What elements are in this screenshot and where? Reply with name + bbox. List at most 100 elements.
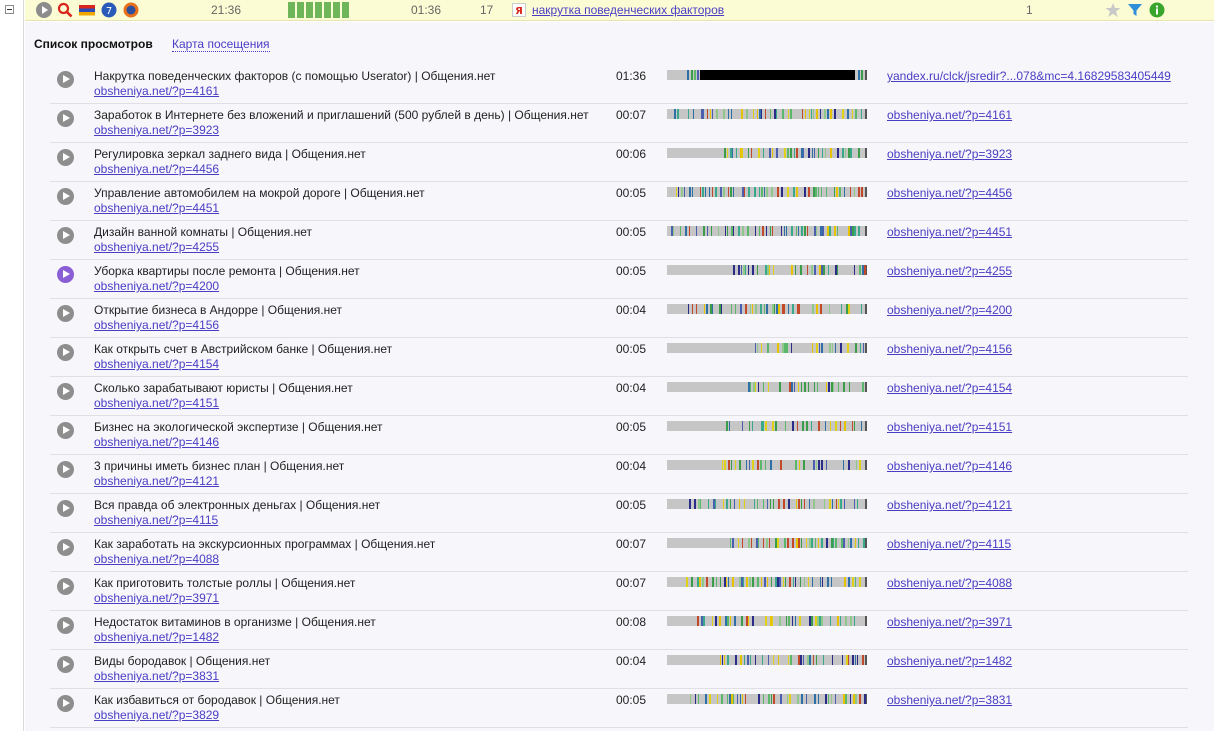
activity-mark — [854, 226, 856, 236]
referrer-link[interactable]: obsheniya.net/?p=4200 — [887, 303, 1013, 317]
page-url-link[interactable]: obsheniya.net/?p=4115 — [94, 513, 219, 527]
page-title: Уборка квартиры после ремонта | Общения.… — [94, 264, 360, 278]
activity-mark — [750, 382, 751, 392]
referrer-link[interactable]: obsheniya.net/?p=4154 — [887, 381, 1013, 395]
play-view-icon[interactable] — [57, 71, 74, 88]
activity-mark — [704, 304, 705, 314]
referrer-link[interactable]: obsheniya.net/?p=4161 — [887, 108, 1013, 122]
info-icon[interactable] — [1149, 2, 1165, 18]
activity-mark — [730, 148, 732, 158]
activity-mark — [772, 421, 774, 431]
tab-visit-map[interactable]: Карта посещения — [172, 37, 270, 52]
referrer-link[interactable]: obsheniya.net/?p=1482 — [887, 654, 1013, 668]
page-title: Регулировка зеркал заднего вида | Общени… — [94, 147, 366, 161]
referrer-link[interactable]: obsheniya.net/?p=3831 — [887, 693, 1013, 707]
activity-mark — [698, 499, 700, 509]
play-view-icon[interactable] — [57, 149, 74, 166]
activity-mark — [798, 655, 800, 665]
play-session-icon[interactable] — [36, 2, 52, 18]
star-icon[interactable] — [1105, 2, 1121, 18]
activity-mark — [811, 538, 813, 548]
page-title: Вся правда об электронных деньгах | Обще… — [94, 498, 381, 512]
activity-mark — [773, 694, 775, 704]
referrer-link[interactable]: obsheniya.net/?p=4156 — [887, 342, 1013, 356]
page-url-link[interactable]: obsheniya.net/?p=3829 — [94, 708, 220, 722]
page-url-link[interactable]: obsheniya.net/?p=3831 — [94, 669, 220, 683]
page-url-link[interactable]: obsheniya.net/?p=4456 — [94, 162, 220, 176]
activity-mark — [726, 499, 728, 509]
activity-mark — [769, 265, 770, 275]
search-query-link[interactable]: накрутка поведенческих факторов — [532, 3, 725, 17]
activity-mark — [757, 109, 758, 119]
play-view-icon[interactable] — [57, 344, 74, 361]
activity-mark — [848, 460, 850, 470]
page-url-link[interactable]: obsheniya.net/?p=4156 — [94, 318, 220, 332]
activity-mark — [778, 655, 779, 665]
activity-mark — [802, 109, 803, 119]
page-url-link[interactable]: obsheniya.net/?p=4088 — [94, 552, 220, 566]
play-view-icon[interactable] — [57, 383, 74, 400]
activity-mark — [759, 226, 760, 236]
play-view-icon[interactable] — [57, 539, 74, 556]
view-duration: 00:05 — [616, 186, 647, 200]
activity-mark — [671, 226, 673, 236]
page-url-link[interactable]: obsheniya.net/?p=4154 — [94, 357, 220, 371]
play-view-icon[interactable] — [57, 656, 74, 673]
play-view-icon[interactable] — [57, 461, 74, 478]
activity-mark — [776, 109, 777, 119]
referrer-link[interactable]: yandex.ru/clck/jsredir?...078&mc=4.16829… — [887, 69, 1171, 83]
play-view-icon[interactable] — [57, 578, 74, 595]
referrer-link[interactable]: obsheniya.net/?p=4451 — [887, 225, 1013, 239]
page-url-link[interactable]: obsheniya.net/?p=4161 — [94, 84, 220, 98]
play-view-icon[interactable] — [57, 266, 74, 283]
referrer-link[interactable]: obsheniya.net/?p=4121 — [887, 498, 1013, 512]
referrer-link[interactable]: obsheniya.net/?p=4088 — [887, 576, 1013, 590]
referrer-link[interactable]: obsheniya.net/?p=4151 — [887, 420, 1013, 434]
activity-mark — [732, 577, 734, 587]
page-title: Сколько зарабатывают юристы | Общения.не… — [94, 381, 353, 395]
activity-mark — [694, 70, 696, 80]
activity-mark — [817, 382, 818, 392]
play-view-icon[interactable] — [57, 305, 74, 322]
play-view-icon[interactable] — [57, 500, 74, 517]
page-url-link[interactable]: obsheniya.net/?p=4151 — [94, 396, 220, 410]
page-url-link[interactable]: obsheniya.net/?p=3923 — [94, 123, 220, 137]
filter-icon[interactable] — [1127, 2, 1143, 18]
activity-mark — [792, 616, 793, 626]
page-url-link[interactable]: obsheniya.net/?p=4121 — [94, 474, 220, 488]
os-windows-icon: 7 — [101, 2, 117, 18]
page-url-link[interactable]: obsheniya.net/?p=1482 — [94, 630, 220, 644]
page-url-link[interactable]: obsheniya.net/?p=4255 — [94, 240, 220, 254]
activity-mark — [831, 694, 832, 704]
activity-mark — [758, 382, 759, 392]
page-url-link[interactable]: obsheniya.net/?p=3971 — [94, 591, 220, 605]
play-view-icon[interactable] — [57, 617, 74, 634]
activity-mark — [853, 694, 855, 704]
activity-timeline — [667, 226, 867, 236]
referrer-link[interactable]: obsheniya.net/?p=3923 — [887, 147, 1013, 161]
collapse-toggle-icon[interactable] — [5, 5, 14, 14]
page-url-link[interactable]: obsheniya.net/?p=4200 — [94, 279, 220, 293]
play-view-icon[interactable] — [57, 110, 74, 127]
activity-mark — [727, 148, 728, 158]
yandex-icon: Я — [512, 3, 526, 17]
referrer-link[interactable]: obsheniya.net/?p=4456 — [887, 186, 1013, 200]
play-view-icon[interactable] — [57, 695, 74, 712]
activity-mark — [793, 187, 795, 197]
activity-mark — [763, 499, 764, 509]
activity-mark — [707, 226, 708, 236]
play-view-icon[interactable] — [57, 188, 74, 205]
referrer-link[interactable]: obsheniya.net/?p=4255 — [887, 264, 1013, 278]
page-url-link[interactable]: obsheniya.net/?p=4451 — [94, 201, 220, 215]
play-view-icon[interactable] — [57, 422, 74, 439]
play-view-icon[interactable] — [57, 227, 74, 244]
page-url-link[interactable]: obsheniya.net/?p=4146 — [94, 435, 220, 449]
referrer-link[interactable]: obsheniya.net/?p=4115 — [887, 537, 1012, 551]
activity-mark — [730, 616, 731, 626]
activity-mark — [861, 304, 862, 314]
activity-mark — [862, 382, 864, 392]
referrer-link[interactable]: obsheniya.net/?p=3971 — [887, 615, 1013, 629]
referrer-link[interactable]: obsheniya.net/?p=4146 — [887, 459, 1013, 473]
activity-mark — [842, 148, 844, 158]
activity-mark — [850, 694, 851, 704]
